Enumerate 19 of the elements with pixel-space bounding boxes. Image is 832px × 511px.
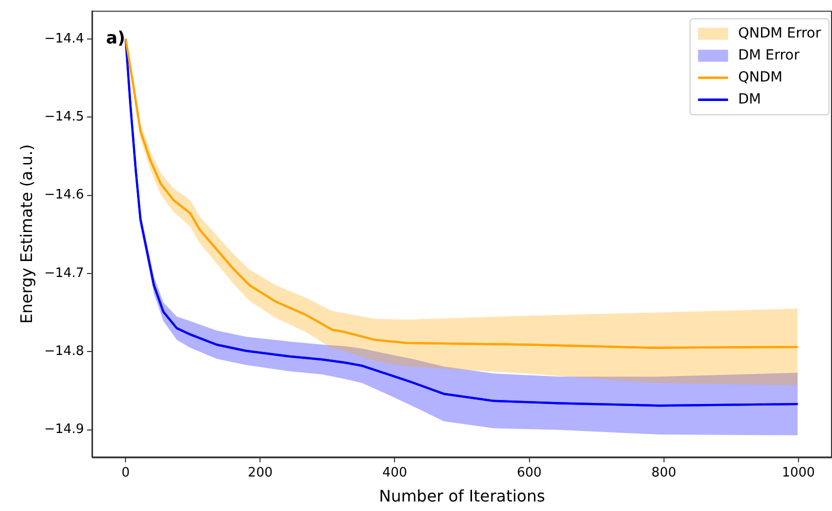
x-tick-label: 600 [516, 465, 542, 480]
y-tick-label: −14.9 [44, 422, 84, 438]
y-tick-label: −14.4 [44, 31, 84, 46]
x-tick-label: 0 [122, 465, 130, 480]
x-axis-title: Number of Iterations [378, 486, 546, 506]
legend-label: QNDM [738, 69, 782, 86]
y-tick-label: −14.5 [44, 110, 84, 124]
y-tick-label: −14.6 [44, 188, 84, 203]
legend-label: QNDM Error [738, 25, 822, 42]
y-tick-label: −14.8 [44, 344, 84, 360]
y-tick-label: −14.7 [44, 266, 84, 281]
x-tick-label: 800 [651, 465, 676, 480]
x-tick-label: 400 [382, 465, 408, 480]
legend-label: DM [738, 91, 761, 108]
legend-label: DM Error [738, 47, 800, 64]
y-axis-title: Energy Estimate (a.u.) [16, 144, 36, 324]
annotation: a) [106, 28, 126, 49]
x-tick-label: 200 [248, 465, 273, 480]
x-tick-label: 1000 [782, 465, 815, 480]
